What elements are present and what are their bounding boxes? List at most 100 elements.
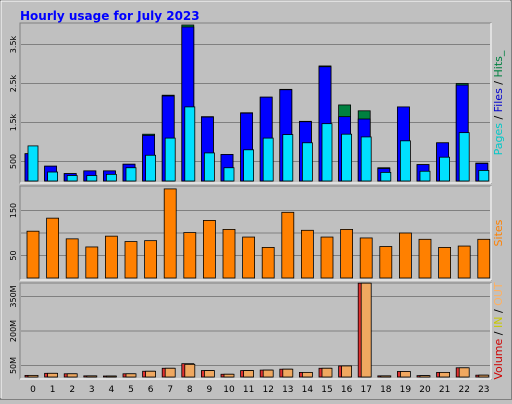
bar-pages-hour-15: [321, 123, 333, 182]
bar-sites-hour-21: [438, 246, 452, 279]
bar-pages-hour-16: [341, 133, 353, 182]
bar-pages-hour-13: [282, 134, 294, 182]
bar-pages-hour-18: [380, 172, 392, 182]
bar-pages-hour-9: [203, 152, 215, 182]
bar-sites-hour-5: [124, 241, 138, 279]
x-tick-label: 15: [321, 385, 332, 395]
bar-out-hour-16: [341, 365, 353, 378]
bar-pages-hour-11: [243, 149, 255, 182]
bar-sites-hour-18: [379, 246, 393, 279]
x-tick-label: 4: [109, 385, 115, 395]
x-tick-label: 14: [302, 385, 314, 395]
bar-sites-hour-14: [300, 229, 314, 279]
x-tick-label: 1: [50, 385, 56, 395]
bar-sites-hour-8: [183, 232, 197, 279]
y-tick-label: 3.5k: [9, 35, 18, 53]
x-tick-label: 9: [207, 385, 213, 395]
bar-out-hour-15: [321, 367, 333, 378]
bar-out-hour-1: [47, 372, 58, 378]
y-tick-label: 2.5k: [9, 74, 18, 92]
bar-out-hour-9: [203, 370, 215, 378]
bar-pages-hour-6: [145, 154, 157, 182]
bar-pages-hour-12: [262, 137, 274, 182]
x-tick-label: 12: [262, 385, 273, 395]
bar-pages-hour-14: [301, 142, 313, 182]
bar-sites-hour-15: [320, 236, 334, 279]
bar-pages-hour-10: [223, 167, 235, 182]
bar-pages-hour-4: [106, 173, 117, 182]
bar-sites-hour-11: [242, 236, 256, 279]
bar-sites-hour-23: [477, 238, 491, 279]
x-tick-label: 3: [89, 385, 95, 395]
bar-pages-hour-3: [86, 175, 98, 182]
bar-out-hour-21: [439, 371, 451, 378]
bar-sites-hour-6: [144, 240, 158, 279]
x-tick-label: 11: [243, 385, 254, 395]
bar-pages-hour-23: [478, 170, 490, 182]
x-tick-label: 23: [478, 385, 489, 395]
x-tick-label: 19: [400, 385, 412, 395]
bar-out-hour-13: [282, 368, 294, 378]
y-tick-label: 50M: [9, 357, 18, 374]
bar-out-hour-2: [66, 373, 78, 378]
bar-pages-hour-2: [66, 175, 78, 182]
panel-sites: 50 150 Sites: [9, 185, 505, 281]
bar-pages-hour-5: [125, 167, 137, 182]
x-tick-label: 17: [360, 385, 371, 395]
bar-sites-hour-0: [26, 230, 40, 279]
bar-sites-hour-17: [359, 237, 373, 279]
x-tick-label: 18: [380, 385, 392, 395]
bar-out-hour-22: [458, 367, 470, 378]
x-tick-label: 7: [167, 385, 173, 395]
y-tick-label: 350M: [9, 285, 18, 307]
bar-sites-hour-9: [202, 219, 216, 279]
bar-out-hour-12: [262, 369, 274, 378]
bar-sites-hour-7: [163, 188, 177, 279]
y-tick-label: 500: [9, 154, 18, 169]
bar-sites-hour-10: [222, 228, 236, 279]
bar-pages-hour-0: [27, 145, 39, 182]
x-tick-label: 10: [223, 385, 235, 395]
bar-sites-hour-3: [85, 246, 99, 279]
panel-volume: 50M 200M 350M Volume / IN / OUT: [9, 282, 505, 380]
bar-out-hour-0: [27, 374, 39, 378]
panel-top-axis-label: Pages / Files / Hits_: [492, 50, 505, 155]
bar-pages-hour-17: [360, 136, 372, 182]
bar-out-hour-7: [164, 367, 176, 378]
panel-top-background: [19, 22, 492, 184]
x-tick-label: 5: [128, 385, 134, 395]
bar-pages-hour-8: [184, 106, 196, 182]
x-tick-label: 16: [341, 385, 353, 395]
bar-pages-hour-19: [399, 140, 411, 182]
bar-sites-hour-13: [281, 211, 295, 279]
bar-sites-hour-22: [457, 245, 471, 279]
panel-bottom-axis-label: Volume / IN / OUT: [492, 282, 505, 380]
bar-sites-hour-16: [340, 228, 354, 279]
y-tick-label: 1.5k: [9, 113, 18, 131]
bar-pages-hour-7: [164, 137, 176, 182]
x-axis-hour-labels: 0 1 2 3 4 5 6 7 8 9 10 11 12 13 14 15 16 17 18 19 20 21 22 23: [30, 385, 489, 395]
x-tick-label: 8: [187, 385, 193, 395]
chart-title: Hourly usage for July 2023: [20, 9, 200, 23]
bar-sites-hour-1: [46, 217, 59, 279]
bar-sites-hour-12: [261, 246, 275, 279]
bar-pages-hour-21: [439, 156, 451, 182]
panel-pages-files-hits: 500 1.5k 2.5k 3.5k Pages / Files / Hits_: [9, 22, 505, 184]
x-tick-label: 13: [282, 385, 293, 395]
bar-out-hour-10: [223, 373, 235, 378]
bar-out-hour-6: [145, 370, 157, 378]
x-tick-label: 22: [458, 385, 469, 395]
bar-pages-hour-22: [458, 132, 470, 182]
x-tick-label: 20: [419, 385, 431, 395]
x-tick-label: 21: [439, 385, 450, 395]
x-tick-label: 0: [30, 385, 36, 395]
bar-sites-hour-19: [398, 232, 412, 279]
bar-out-hour-14: [301, 371, 313, 378]
bar-out-hour-18: [380, 375, 392, 378]
bar-out-hour-4: [106, 375, 117, 378]
y-tick-label: 200M: [9, 320, 18, 342]
bar-sites-hour-4: [105, 235, 118, 279]
bar-out-hour-20: [419, 375, 431, 378]
